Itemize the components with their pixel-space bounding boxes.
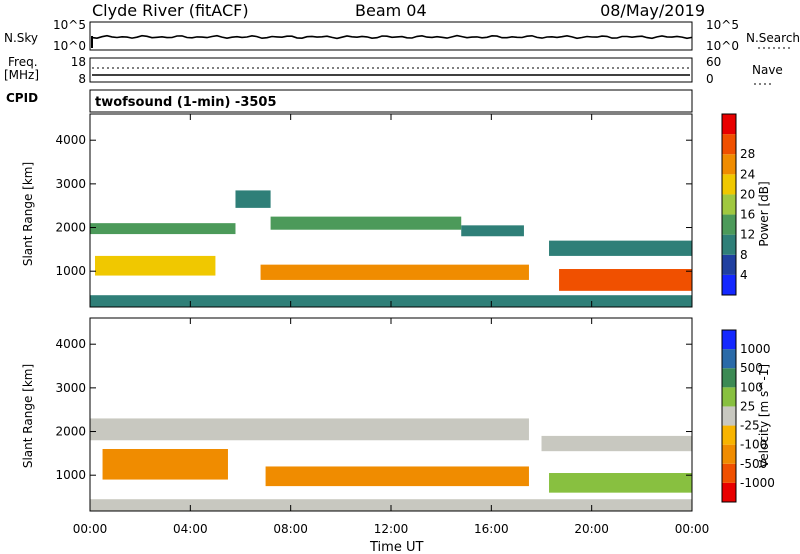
colorbar-tick-label: 8: [740, 248, 748, 262]
nsky-label: N.Sky: [4, 31, 38, 45]
x-axis-title: Time UT: [369, 540, 423, 554]
colorbar-swatch: [722, 349, 736, 369]
freq-label: Freq.: [8, 55, 38, 69]
velocity-y-axis: 1000 2000 3000 4000: [55, 337, 692, 482]
cpid-text: twofsound (1-min) -3505: [95, 95, 277, 110]
range-time-cell: [461, 225, 524, 237]
colorbar-swatch: [722, 406, 736, 426]
freq-unit-label: [MHz]: [4, 68, 39, 82]
cpid-label: CPID: [6, 91, 38, 105]
colorbar-tick-label: 20: [740, 187, 755, 201]
colorbar-tick-label: 500: [740, 361, 763, 375]
colorbar-swatch: [722, 214, 736, 235]
y-tick-label: 3000: [55, 177, 86, 191]
colorbar-swatch: [722, 194, 736, 215]
colorbar-swatch: [722, 154, 736, 175]
freq-tick-top: 18: [71, 55, 86, 69]
cpid-panel: [89, 89, 693, 113]
nsky-panel: [89, 21, 693, 51]
power-colorbar-title: Power [dB]: [757, 181, 771, 246]
colorbar-tick-label: 28: [740, 147, 755, 161]
nsky-tick-top-left: 10^5: [53, 18, 86, 32]
y-tick-label: 3000: [55, 381, 86, 395]
y-tick-label: 1000: [55, 264, 86, 278]
colorbar-swatch: [722, 330, 736, 350]
station-title: Clyde River (fitACF): [92, 1, 249, 20]
y-tick-label: 2000: [55, 425, 86, 439]
colorbar-swatch: [722, 444, 736, 464]
power-y-axis-title: Slant Range [km]: [21, 162, 35, 266]
range-time-cell: [270, 216, 462, 230]
date-title: 08/May/2019: [600, 1, 705, 20]
colorbar-swatch: [722, 368, 736, 388]
freq-tick-bottom: 8: [78, 72, 86, 86]
colorbar-tick-label: 16: [740, 208, 755, 222]
range-time-cell: [90, 418, 529, 441]
colorbar-frame: [721, 113, 737, 296]
colorbar-tick-label: -1000: [740, 476, 775, 490]
nsky-tick-top-right: 10^5: [706, 18, 739, 32]
x-tick-label: 04:00: [173, 522, 208, 536]
velocity-colorbar-title: Velocity [m s^-1]: [757, 364, 771, 468]
x-tick-label: 08:00: [273, 522, 308, 536]
y-tick-label: 1000: [55, 468, 86, 482]
colorbar-tick-label: -500: [740, 457, 767, 471]
beam-title: Beam 04: [355, 1, 427, 20]
colorbar-tick-label: -100: [740, 438, 767, 452]
colorbar-tick-label: 24: [740, 167, 755, 181]
range-time-cell: [549, 240, 692, 256]
x-tick-label: 12:00: [374, 522, 409, 536]
x-tick-label: 16:00: [474, 522, 509, 536]
colorbar-tick-label: -25: [740, 419, 760, 433]
power-heatmap: [90, 190, 692, 307]
range-time-cell: [559, 269, 692, 291]
colorbar-swatch: [722, 387, 736, 407]
velocity-colorbar: 1000 500 100 25 -25 -100 -500 -1000: [721, 329, 775, 503]
range-time-cell: [265, 466, 529, 487]
colorbar-swatch: [722, 254, 736, 275]
colorbar-tick-label: 12: [740, 228, 755, 242]
nsearch-label: N.Search: [746, 31, 800, 45]
y-tick-label: 2000: [55, 221, 86, 235]
range-time-cell: [260, 264, 529, 280]
power-colorbar: 4 8 12 16 20 24 28: [721, 113, 755, 296]
nave-label: Nave: [752, 63, 783, 77]
range-time-cell: [95, 255, 216, 276]
range-time-cell: [235, 190, 271, 208]
colorbar-tick-label: 1000: [740, 342, 771, 356]
x-tick-label: 20:00: [574, 522, 609, 536]
colorbar-swatch: [722, 274, 736, 295]
time-x-axis: 00:00 04:00 08:00 12:00 16:00 20:00 00:00: [73, 114, 710, 536]
colorbar-swatch: [722, 463, 736, 483]
power-y-axis: 1000 2000 3000 4000: [55, 133, 692, 278]
colorbar-tick-label: 25: [740, 399, 755, 413]
colorbar-swatch: [722, 174, 736, 195]
colorbar-swatch: [722, 134, 736, 155]
range-time-cell: [90, 223, 236, 235]
nsky-line: [91, 34, 693, 40]
colorbar-swatch: [722, 482, 736, 502]
colorbar-frame: [721, 329, 737, 503]
x-tick-label: 00:00: [73, 522, 108, 536]
x-tick-label: 00:00: [675, 522, 710, 536]
y-tick-label: 4000: [55, 337, 86, 351]
colorbar-tick-label: 100: [740, 380, 763, 394]
range-time-cell: [549, 473, 692, 493]
colorbar-swatch: [722, 234, 736, 255]
nave-tick-top: 60: [706, 55, 721, 69]
colorbar-swatch: [722, 425, 736, 445]
range-time-cell: [541, 435, 692, 452]
nave-tick-bottom: 0: [706, 72, 714, 86]
nsky-tick-bottom-right: 10^0: [706, 39, 739, 53]
freq-panel: [89, 57, 693, 83]
colorbar-tick-label: 4: [740, 268, 748, 282]
velocity-heatmap: [90, 418, 692, 511]
colorbar-swatch: [722, 114, 736, 135]
nsky-tick-bottom-left: 10^0: [53, 39, 86, 53]
velocity-y-axis-title: Slant Range [km]: [21, 364, 35, 468]
y-tick-label: 4000: [55, 133, 86, 147]
range-time-cell: [102, 448, 228, 480]
